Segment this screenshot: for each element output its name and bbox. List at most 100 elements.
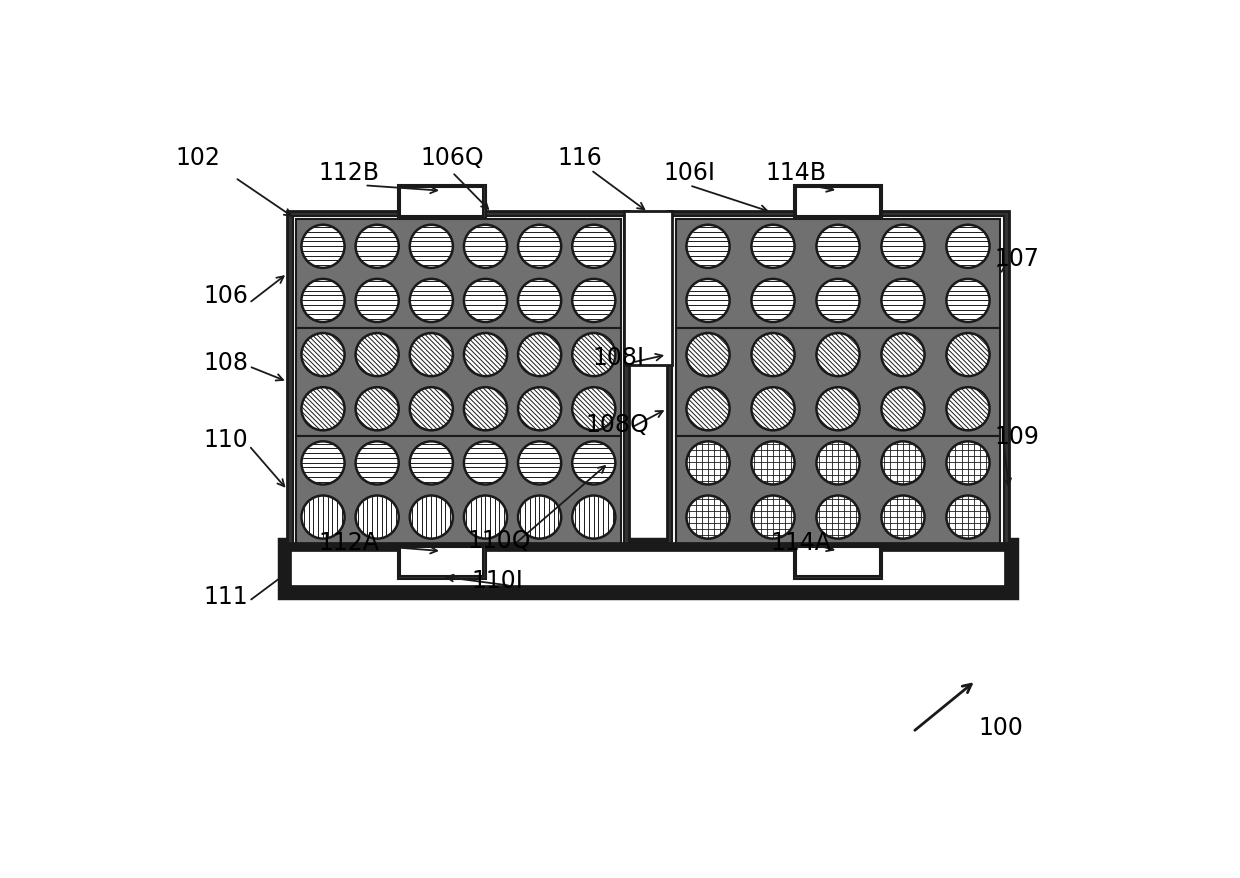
Circle shape: [301, 334, 345, 377]
Circle shape: [409, 226, 453, 269]
Bar: [796, 188, 879, 217]
Circle shape: [882, 334, 925, 377]
Bar: [296, 436, 621, 544]
Circle shape: [518, 442, 562, 485]
Circle shape: [301, 279, 345, 322]
Circle shape: [946, 388, 990, 431]
Circle shape: [816, 226, 859, 269]
Circle shape: [464, 334, 507, 377]
Text: 106Q: 106Q: [420, 146, 484, 169]
Text: 116: 116: [558, 146, 603, 169]
Circle shape: [816, 442, 859, 485]
Circle shape: [751, 496, 795, 539]
Circle shape: [409, 334, 453, 377]
Circle shape: [687, 226, 729, 269]
Bar: [794, 545, 882, 579]
Circle shape: [518, 226, 562, 269]
Text: 108I: 108I: [593, 346, 645, 370]
Circle shape: [572, 496, 615, 539]
Text: 107: 107: [994, 248, 1039, 271]
Circle shape: [301, 442, 345, 485]
Text: 108: 108: [203, 351, 248, 375]
Text: 110Q: 110Q: [467, 528, 531, 552]
Circle shape: [882, 496, 925, 539]
Text: 112A: 112A: [319, 530, 379, 554]
Circle shape: [751, 226, 795, 269]
Bar: [398, 185, 486, 220]
Circle shape: [816, 334, 859, 377]
Text: 109: 109: [994, 424, 1039, 448]
Bar: [401, 548, 484, 577]
Circle shape: [518, 334, 562, 377]
Text: 112B: 112B: [319, 161, 379, 185]
Circle shape: [356, 442, 399, 485]
Circle shape: [572, 226, 615, 269]
Circle shape: [882, 226, 925, 269]
Circle shape: [946, 496, 990, 539]
Circle shape: [687, 334, 729, 377]
Circle shape: [572, 279, 615, 322]
Circle shape: [356, 388, 399, 431]
Circle shape: [687, 279, 729, 322]
Bar: [796, 548, 879, 577]
Bar: [672, 217, 1003, 548]
Circle shape: [356, 226, 399, 269]
Bar: [794, 185, 882, 220]
Circle shape: [572, 334, 615, 377]
Bar: [288, 548, 1009, 590]
Circle shape: [816, 496, 859, 539]
Text: 100: 100: [978, 715, 1024, 738]
Circle shape: [464, 388, 507, 431]
Circle shape: [751, 334, 795, 377]
Text: 102: 102: [176, 146, 221, 169]
Circle shape: [464, 279, 507, 322]
Circle shape: [882, 388, 925, 431]
Circle shape: [946, 334, 990, 377]
Bar: [288, 548, 1009, 590]
Text: 106I: 106I: [663, 161, 715, 185]
Circle shape: [572, 442, 615, 485]
Circle shape: [409, 388, 453, 431]
Circle shape: [751, 388, 795, 431]
Circle shape: [301, 496, 345, 539]
Bar: [676, 328, 1001, 436]
Bar: [296, 328, 621, 436]
Text: 110I: 110I: [471, 569, 523, 593]
Circle shape: [946, 442, 990, 485]
Circle shape: [356, 334, 399, 377]
Circle shape: [409, 442, 453, 485]
Circle shape: [518, 279, 562, 322]
Circle shape: [751, 279, 795, 322]
Bar: [667, 212, 1009, 553]
Circle shape: [572, 388, 615, 431]
Bar: [296, 220, 621, 328]
Circle shape: [518, 388, 562, 431]
Circle shape: [464, 226, 507, 269]
Circle shape: [816, 279, 859, 322]
Text: 114B: 114B: [765, 161, 826, 185]
Circle shape: [464, 496, 507, 539]
Circle shape: [518, 496, 562, 539]
Bar: [293, 217, 624, 548]
Text: 106: 106: [203, 284, 248, 308]
Circle shape: [687, 442, 729, 485]
Circle shape: [356, 279, 399, 322]
Circle shape: [946, 279, 990, 322]
Bar: [288, 548, 1009, 590]
Circle shape: [409, 279, 453, 322]
Text: 114A: 114A: [770, 530, 832, 554]
Circle shape: [882, 442, 925, 485]
Circle shape: [882, 279, 925, 322]
Circle shape: [816, 388, 859, 431]
Circle shape: [687, 496, 729, 539]
Circle shape: [946, 226, 990, 269]
Text: 110: 110: [203, 428, 248, 452]
Bar: [398, 545, 486, 579]
Bar: [624, 212, 672, 365]
Circle shape: [301, 388, 345, 431]
Bar: [288, 212, 630, 553]
Bar: [676, 436, 1001, 544]
Circle shape: [751, 442, 795, 485]
Text: 111: 111: [203, 584, 248, 608]
Bar: [401, 188, 484, 217]
